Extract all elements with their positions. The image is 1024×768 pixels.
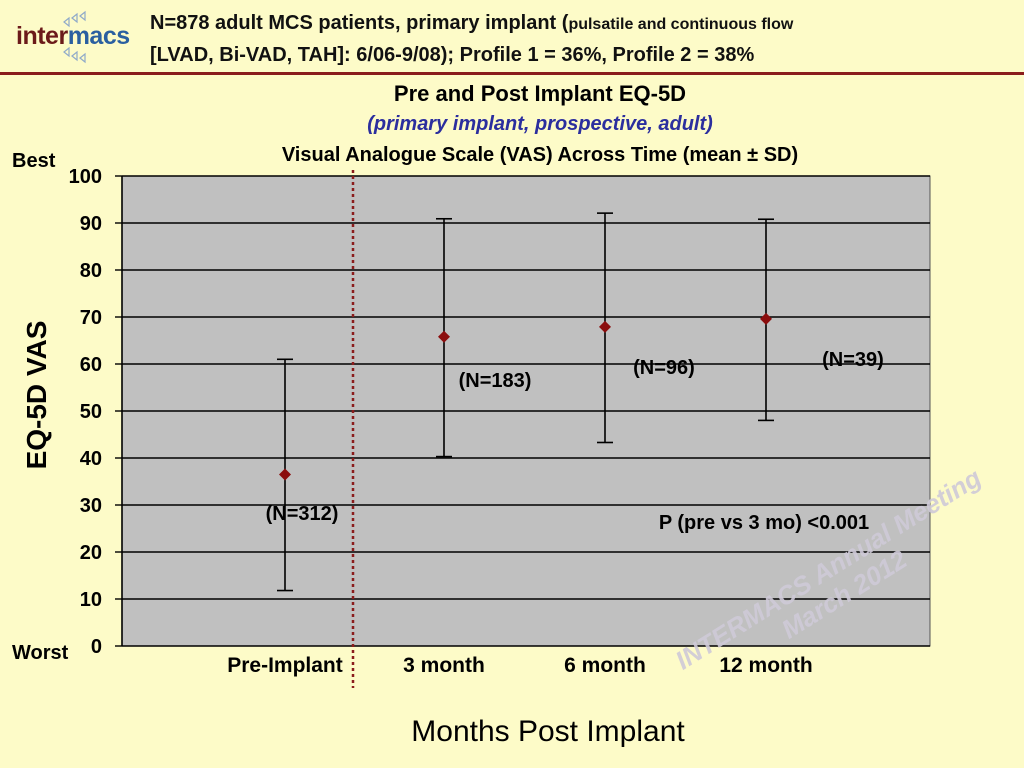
header-line1: N=878 adult MCS patients, primary implan… [150,8,1010,40]
logo-part1: inter [16,22,68,50]
mean-marker [599,320,611,333]
header-line1-main: N=878 adult MCS patients, primary implan… [150,12,569,34]
x-tick-label: Pre-Implant [227,654,343,677]
chart-title-block: Pre and Post Implant EQ-5D (primary impl… [140,80,940,170]
n-label: (N=39) [822,349,884,371]
n-label: (N=96) [633,357,695,379]
y-tick-label: 80 [80,260,102,282]
logo-sparks-icon [63,10,86,64]
y-tick-label: 10 [80,589,102,611]
y-bottom-label: Worst [12,642,69,664]
y-axis-title: EQ-5D VAS [21,321,52,470]
chart-subtitle2: Visual Analogue Scale (VAS) Across Time … [281,144,799,166]
header-divider [0,72,1024,75]
chart-subtitle: (primary implant, prospective, adult) [367,113,713,135]
y-tick-label: 20 [80,542,102,564]
p-value-annotation: P (pre vs 3 mo) <0.001 [659,512,869,534]
y-tick-label: 60 [80,354,102,376]
y-tick-label: 40 [80,448,102,470]
chart-title: Pre and Post Implant EQ-5D [393,81,687,106]
n-label: (N=183) [459,370,532,392]
logo-part2: macs [67,22,130,50]
y-tick-label: 90 [80,213,102,235]
x-tick-label: 12 month [719,654,812,677]
x-tick-label: 3 month [403,654,485,677]
intermacs-logo: intermacs [12,8,142,64]
slide-header: N=878 adult MCS patients, primary implan… [150,8,1010,70]
x-axis-title: Months Post Implant [411,715,685,748]
header-line1-small: pulsatile and continuous flow [568,16,794,33]
mean-marker [760,312,772,325]
y-tick-label: 100 [69,166,102,188]
y-tick-label: 0 [91,636,102,658]
y-tick-label: 30 [80,495,102,517]
header-line2: [LVAD, Bi-VAD, TAH]: 6/06-9/08); Profile… [150,44,755,66]
mean-marker [279,468,291,481]
n-label: (N=312) [266,503,339,525]
x-tick-label: 6 month [564,654,646,677]
y-top-label: Best [12,150,56,172]
mean-marker [438,330,450,343]
y-tick-label: 50 [80,401,102,423]
y-tick-label: 70 [80,307,102,329]
logo-wordmark: intermacs [16,22,130,51]
